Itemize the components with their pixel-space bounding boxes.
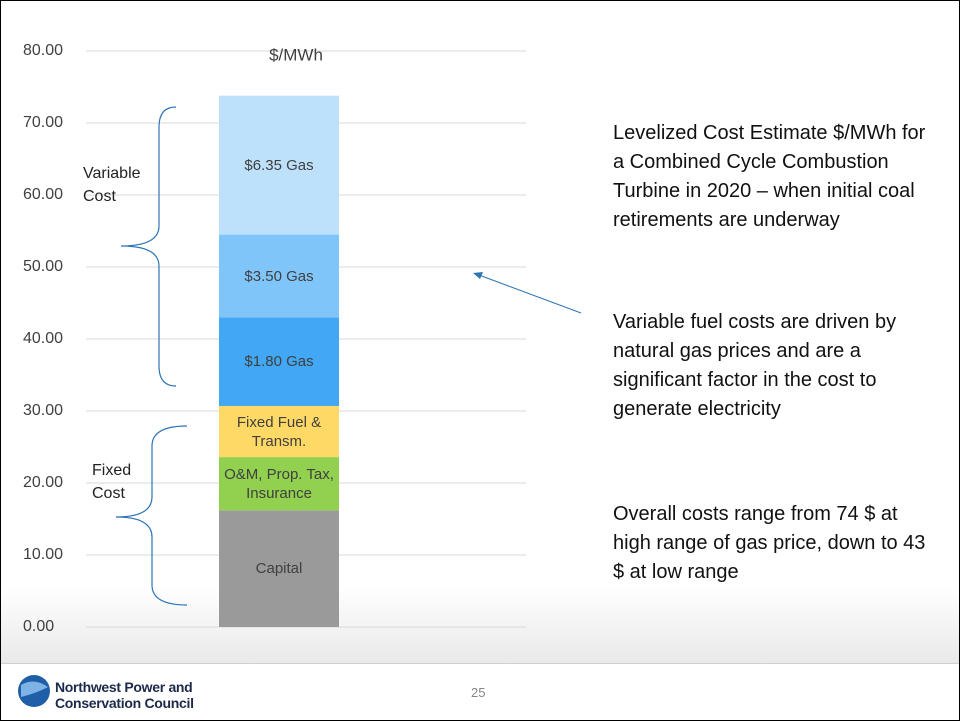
y-tick-label: 20.00	[23, 474, 63, 491]
y-tick-label: 0.00	[23, 618, 54, 635]
logo-line: Conservation Council	[55, 695, 194, 711]
logo-line: Northwest Power and	[55, 679, 193, 695]
y-tick-label: 80.00	[23, 42, 63, 59]
segment-label: $3.50 Gas	[244, 267, 314, 285]
fixed-brace	[115, 425, 188, 606]
segment-label: $1.80 Gas	[244, 353, 314, 371]
segment-label: Capital	[255, 560, 303, 578]
bar-segment	[219, 457, 339, 511]
y-tick-label: 40.00	[23, 330, 63, 347]
arrow	[478, 274, 582, 314]
bar-segment	[219, 234, 339, 318]
bar-segment	[219, 405, 339, 458]
note: Variable fuel costs are driven by natura…	[613, 311, 897, 420]
chart-title: $/MWh	[269, 45, 323, 64]
bar-segment	[219, 317, 339, 406]
footer-line	[1, 663, 959, 664]
y-tick-label: 50.00	[23, 258, 63, 275]
y-tick-label: 10.00	[23, 546, 63, 563]
annotation: Variable Cost	[83, 165, 141, 205]
note: Levelized Cost Estimate $/MWh for a Comb…	[613, 122, 926, 231]
page-number: 25	[471, 685, 486, 700]
bar-segment	[219, 95, 339, 235]
segment-label: $6.35 Gas	[244, 156, 314, 174]
arrow-head	[473, 272, 483, 279]
y-tick-label: 30.00	[23, 402, 63, 419]
segment-label: Fixed Fuel & Transm.	[236, 413, 322, 450]
logo-text: Northwest Power and Conservation Council	[55, 679, 194, 711]
note: Overall costs range from 74 $ at high ra…	[613, 503, 926, 583]
segment-label: O&M, Prop. Tax, Insurance	[224, 465, 334, 502]
background-band	[1, 586, 959, 663]
logo-swoosh	[21, 681, 48, 697]
y-tick-label: 70.00	[23, 114, 63, 131]
variable-brace	[120, 106, 177, 387]
bar-segment	[219, 510, 339, 627]
annotation: Fixed Cost	[92, 462, 132, 502]
y-tick-label: 60.00	[23, 186, 63, 203]
